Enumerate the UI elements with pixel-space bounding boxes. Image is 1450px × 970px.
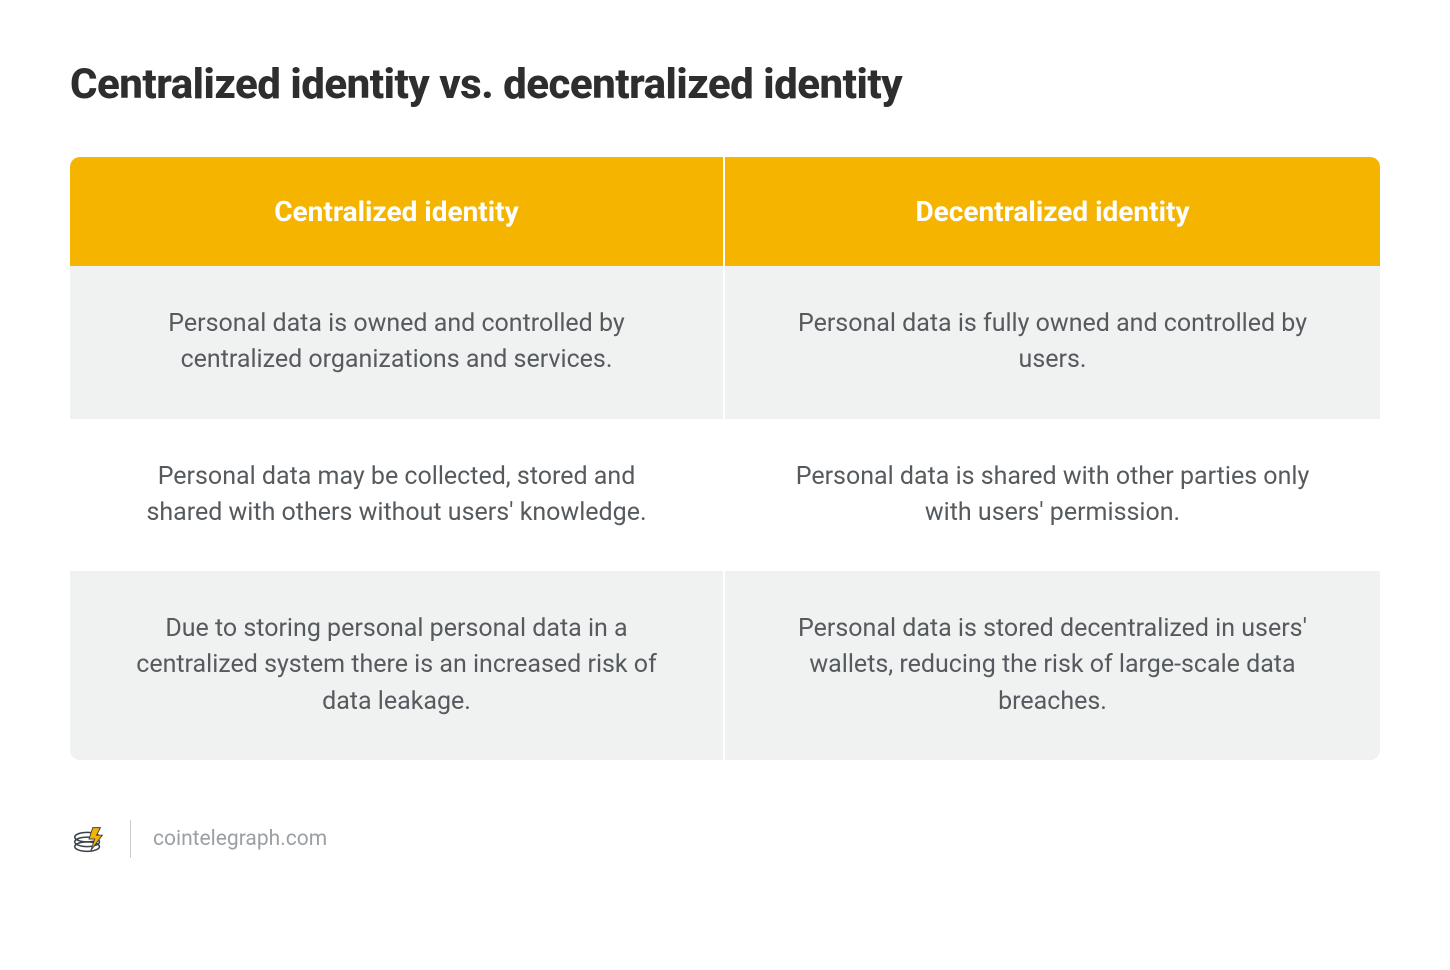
cell-centralized: Personal data is owned and controlled by… [70, 266, 725, 419]
footer: cointelegraph.com [70, 820, 1380, 858]
footer-divider [130, 820, 131, 858]
footer-site-label: cointelegraph.com [153, 827, 327, 851]
table-row: Personal data is owned and controlled by… [70, 266, 1380, 419]
table-row: Due to storing personal personal data in… [70, 571, 1380, 760]
cell-centralized: Due to storing personal personal data in… [70, 571, 725, 760]
cell-centralized: Personal data may be collected, stored a… [70, 419, 725, 572]
comparison-table: Centralized identity Decentralized ident… [70, 157, 1380, 760]
cell-decentralized: Personal data is shared with other parti… [725, 419, 1380, 572]
table-row: Personal data may be collected, stored a… [70, 419, 1380, 572]
column-header-decentralized: Decentralized identity [725, 157, 1380, 266]
column-header-centralized: Centralized identity [70, 157, 725, 266]
cell-decentralized: Personal data is stored decentralized in… [725, 571, 1380, 760]
cell-decentralized: Personal data is fully owned and control… [725, 266, 1380, 419]
table-header-row: Centralized identity Decentralized ident… [70, 157, 1380, 266]
page-title: Centralized identity vs. decentralized i… [70, 60, 1380, 109]
brand-logo-icon [70, 820, 108, 858]
